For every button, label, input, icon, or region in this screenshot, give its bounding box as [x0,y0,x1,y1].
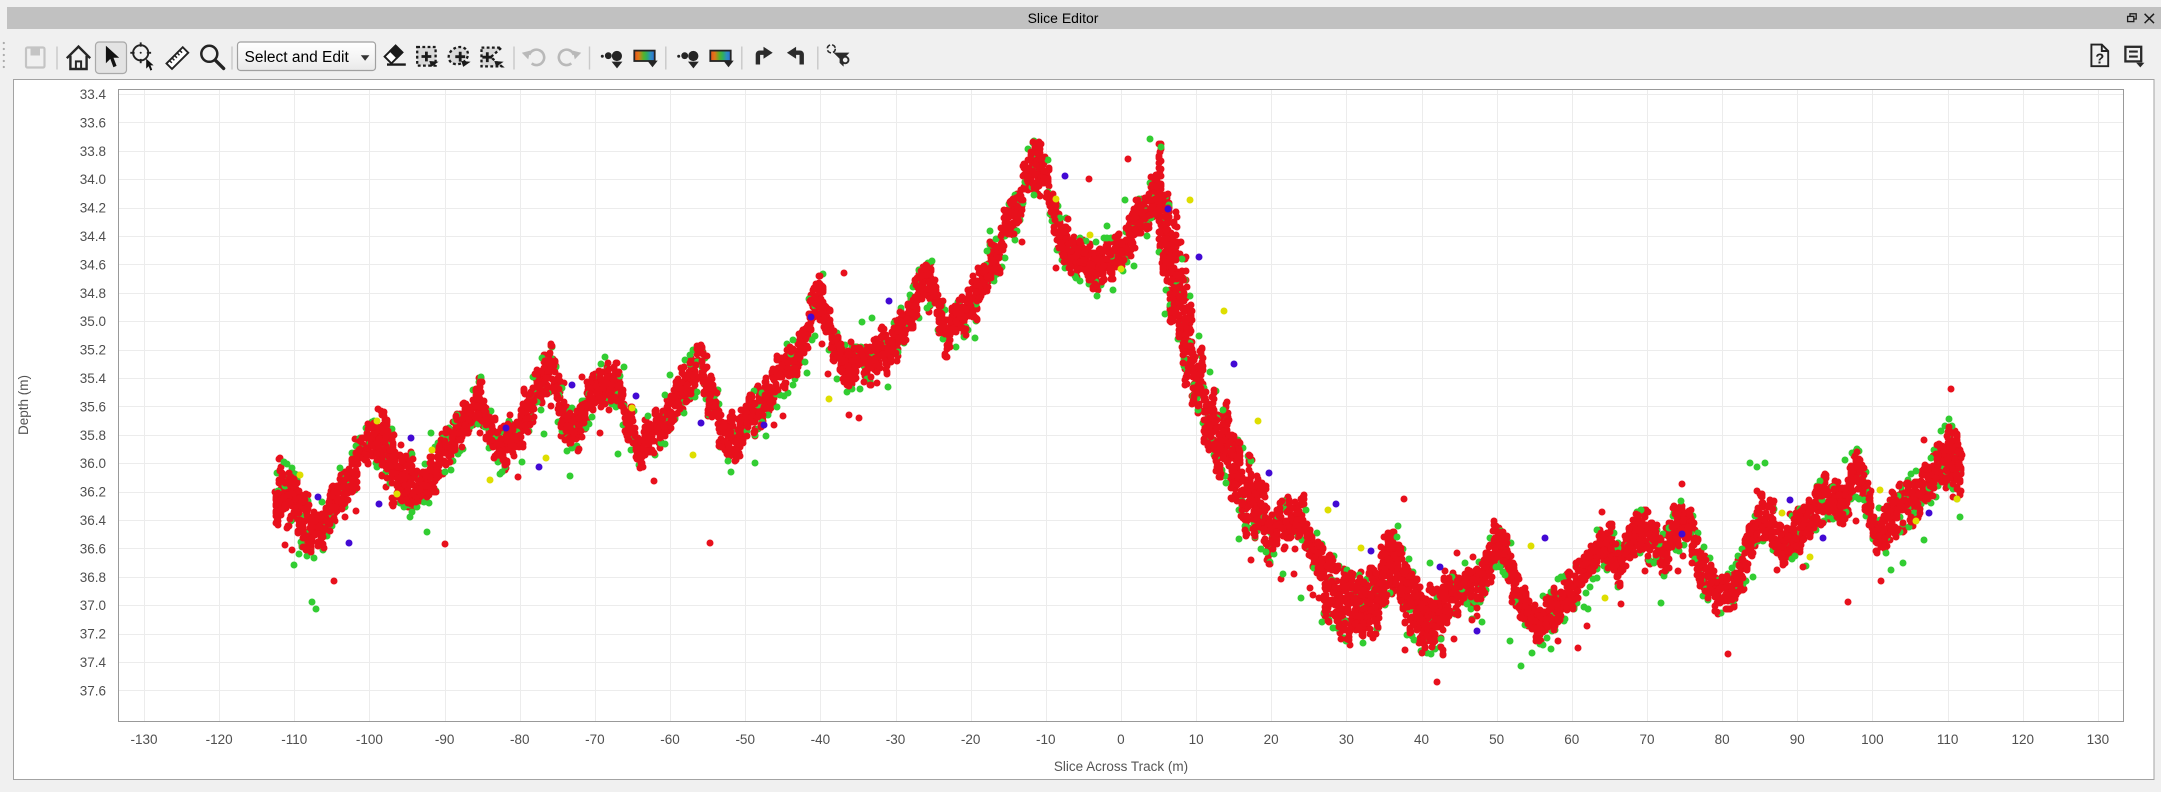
svg-text:110: 110 [1937,732,1959,747]
svg-text:-120: -120 [206,732,233,747]
svg-text:10: 10 [1189,732,1204,747]
svg-text:Depth (m): Depth (m) [16,375,31,435]
svg-text:20: 20 [1264,732,1279,747]
svg-text:-30: -30 [886,732,906,747]
svg-text:37.0: 37.0 [80,598,106,613]
svg-text:34.4: 34.4 [80,229,107,244]
svg-text:36.4: 36.4 [80,513,107,528]
svg-text:50: 50 [1489,732,1504,747]
svg-text:-100: -100 [356,732,383,747]
svg-text:34.2: 34.2 [80,201,106,216]
svg-text:33.8: 33.8 [80,144,106,159]
svg-text:35.6: 35.6 [80,399,106,414]
svg-text:35.2: 35.2 [80,343,106,358]
svg-text:37.2: 37.2 [80,627,106,642]
svg-text:33.6: 33.6 [80,115,106,130]
svg-text:?: ? [2095,52,2104,68]
svg-text:40: 40 [1414,732,1429,747]
svg-text:35.4: 35.4 [80,371,107,386]
svg-text:70: 70 [1639,732,1654,747]
svg-text:Select and Edit: Select and Edit [245,49,350,66]
svg-text:-80: -80 [510,732,530,747]
svg-text:37.4: 37.4 [80,655,107,670]
svg-text:100: 100 [1861,732,1884,747]
svg-text:130: 130 [2087,732,2110,747]
svg-text:-10: -10 [1036,732,1056,747]
svg-text:36.2: 36.2 [80,485,106,500]
svg-text:34.6: 34.6 [80,257,106,272]
svg-text:33.4: 33.4 [80,87,107,102]
svg-text:37.6: 37.6 [80,683,106,698]
svg-text:-60: -60 [660,732,680,747]
svg-text:-130: -130 [130,732,157,747]
svg-text:36.6: 36.6 [80,541,106,556]
svg-text:Slice Across Track (m): Slice Across Track (m) [1054,759,1188,774]
svg-text:-20: -20 [961,732,981,747]
svg-text:-110: -110 [281,732,307,747]
svg-text:35.0: 35.0 [80,314,106,329]
svg-text:-90: -90 [435,732,455,747]
svg-text:30: 30 [1339,732,1354,747]
svg-text:90: 90 [1790,732,1805,747]
svg-text:-70: -70 [585,732,605,747]
svg-text:60: 60 [1564,732,1579,747]
svg-text:120: 120 [2012,732,2035,747]
svg-text:36.8: 36.8 [80,570,106,585]
svg-text:-40: -40 [811,732,831,747]
svg-text:35.8: 35.8 [80,428,106,443]
svg-text:34.8: 34.8 [80,286,106,301]
svg-text:36.0: 36.0 [80,456,106,471]
svg-text:-50: -50 [735,732,755,747]
svg-text:34.0: 34.0 [80,172,106,187]
svg-text:0: 0 [1117,732,1125,747]
svg-text:Slice Editor: Slice Editor [1028,10,1099,26]
svg-text:80: 80 [1715,732,1730,747]
